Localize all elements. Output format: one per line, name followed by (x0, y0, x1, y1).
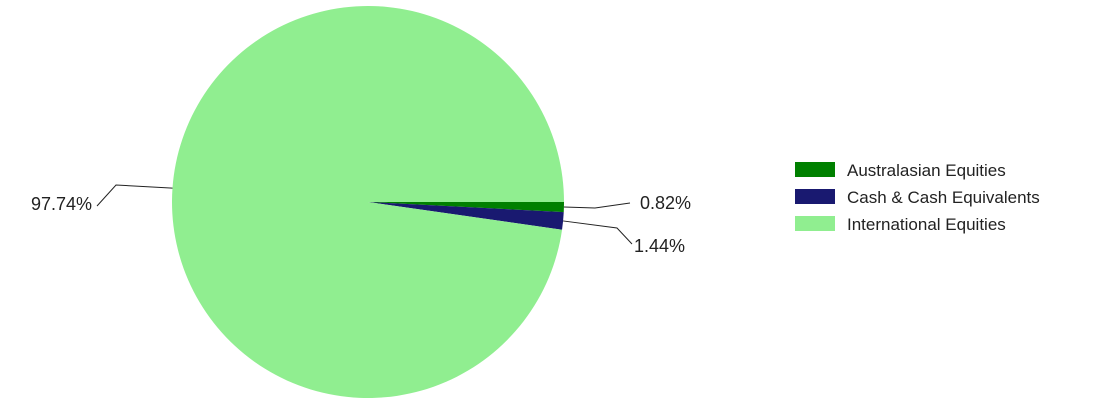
legend-swatch-australasian-equities (795, 162, 835, 177)
legend-swatch-cash-and-cash-equivalents (795, 189, 835, 204)
legend-label-international-equities: International Equities (847, 215, 1006, 234)
leader-line-international-equities (96, 184, 173, 207)
pie-slice-cash-and-cash-equivalents (368, 202, 564, 230)
leader-line-australasian-equities (563, 202, 631, 209)
data-label-australasian-equities: 0.82% (640, 193, 691, 213)
pie-slices (172, 5, 564, 398)
pie-slice-australasian-equities (368, 202, 564, 213)
legend-label-australasian-equities: Australasian Equities (847, 161, 1006, 180)
chart-legend: Australasian Equities Cash & Cash Equival… (795, 161, 1040, 234)
leader-line-cash-and-cash-equivalents (563, 220, 633, 245)
data-label-international-equities: 97.74% (31, 194, 92, 214)
pie-data-labels: 0.82% 1.44% 97.74% (31, 184, 691, 256)
legend-label-cash-and-cash-equivalents: Cash & Cash Equivalents (847, 188, 1040, 207)
data-label-cash-and-cash-equivalents: 1.44% (634, 236, 685, 256)
pie-slice-international-equities (172, 5, 564, 398)
legend-swatch-international-equities (795, 216, 835, 231)
